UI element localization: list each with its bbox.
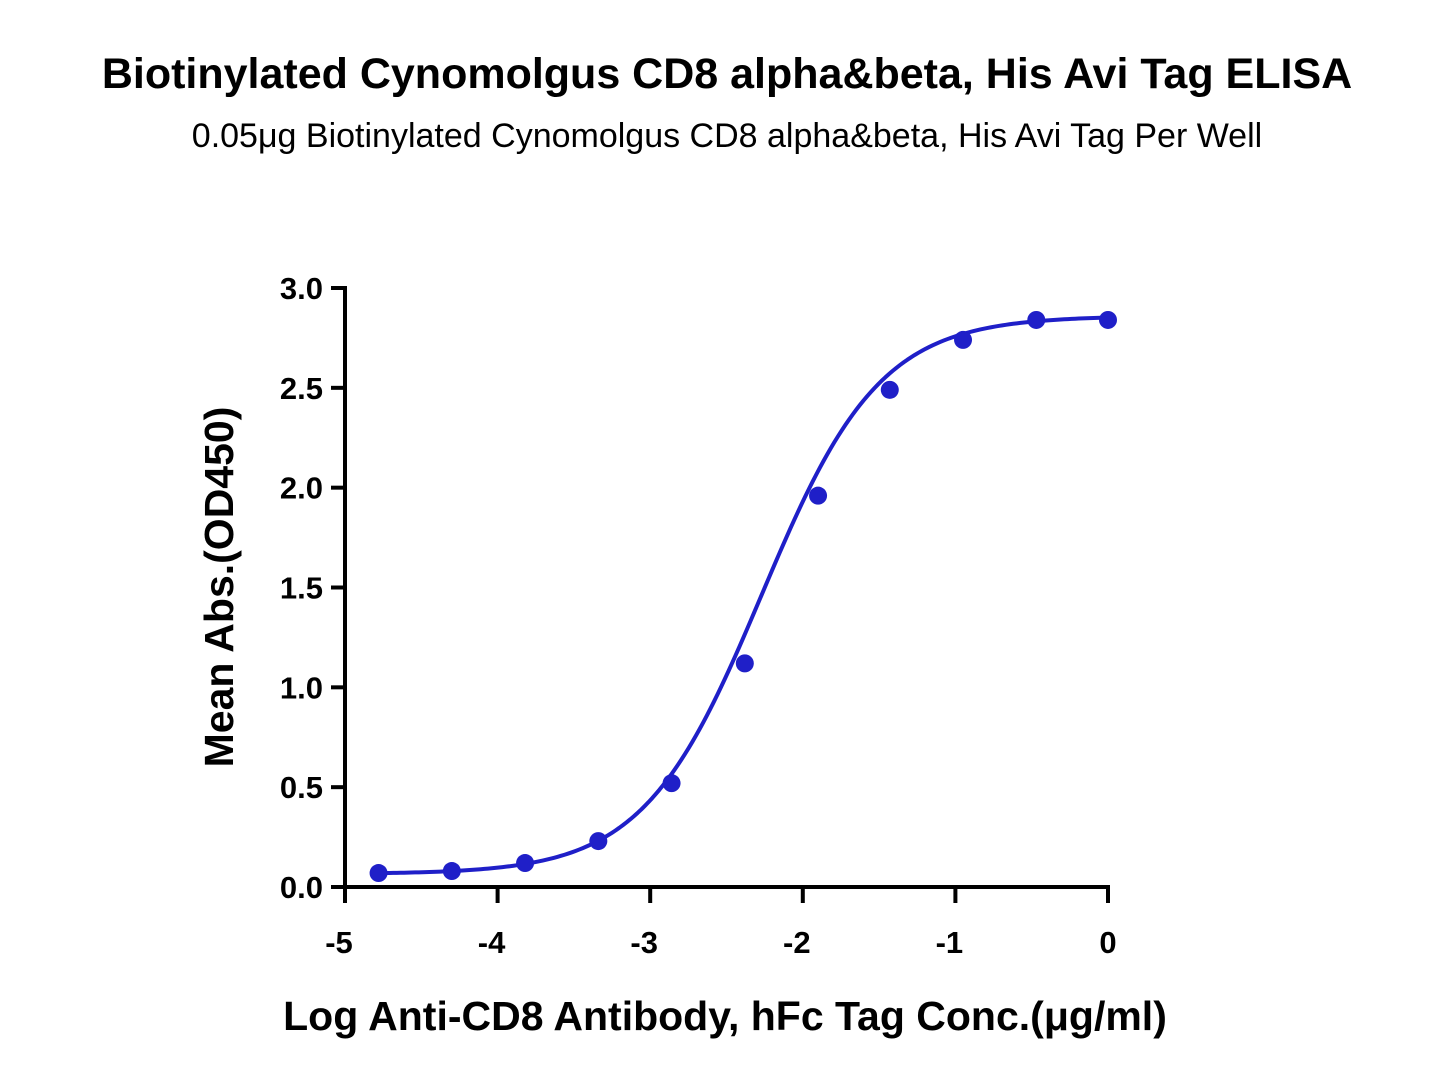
data-point [1027, 310, 1046, 329]
fit-layer [378, 315, 1109, 876]
y-tick-label: 2.0 [280, 471, 323, 506]
y-tick-label: 0.0 [280, 870, 323, 905]
x-tick-label: -1 [936, 925, 964, 960]
chart-title: Biotinylated Cynomolgus CD8 alpha&beta, … [101, 50, 1353, 98]
data-point [809, 486, 828, 505]
axes: 0.0 0.5 1.0 1.5 2.0 2.5 3.0 -5 -4 -3 -2 -1 0 [280, 271, 1117, 960]
data-point [662, 774, 681, 793]
y-tick-label: 1.5 [280, 571, 323, 606]
points-layer [369, 310, 1117, 883]
x-tick-label: -2 [783, 925, 811, 960]
data-point [880, 380, 899, 399]
chart-subtitle: 0.05μg Biotinylated Cynomolgus CD8 alpha… [191, 117, 1263, 155]
y-tick-label: 2.5 [280, 371, 323, 406]
y-tick-label: 3.0 [280, 271, 323, 306]
data-point [369, 864, 388, 883]
data-point [954, 330, 973, 349]
data-point [735, 654, 754, 673]
data-point [516, 854, 535, 873]
x-axis-title: Log Anti-CD8 Antibody, hFc Tag Conc.(μg/… [283, 993, 1167, 1039]
x-tick-label: 0 [1099, 925, 1116, 960]
y-tick-label: 0.5 [280, 770, 323, 805]
y-tick-label: 1.0 [280, 670, 323, 705]
data-point [589, 832, 608, 851]
fit-curve [378, 315, 1109, 876]
x-tick-label: -3 [630, 925, 658, 960]
data-point [1099, 310, 1117, 329]
data-point [442, 862, 461, 881]
x-tick-label: -5 [325, 925, 353, 960]
x-tick-label: -4 [478, 925, 506, 960]
y-axis-title: Mean Abs.(OD450) [196, 407, 242, 768]
